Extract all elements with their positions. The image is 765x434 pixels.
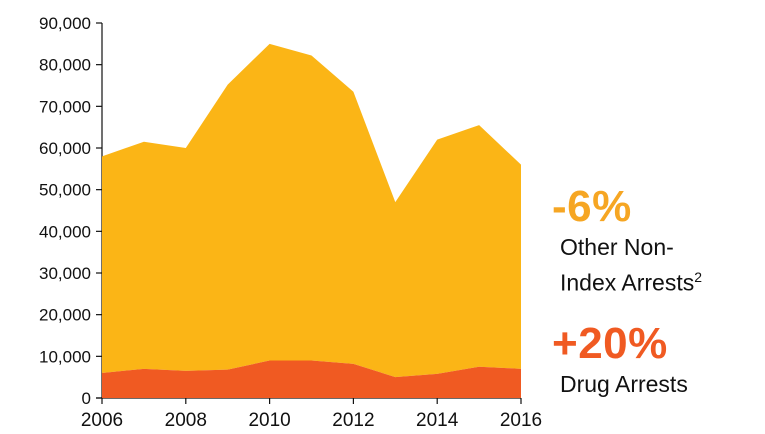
drug-arrests-area xyxy=(102,360,521,398)
y-tick-label: 30,000 xyxy=(39,264,91,283)
y-tick-label: 20,000 xyxy=(39,306,91,325)
y-tick-label: 80,000 xyxy=(39,56,91,75)
x-tick-label: 2014 xyxy=(416,410,459,431)
x-tick-label: 2008 xyxy=(165,410,207,431)
x-tick-label: 2016 xyxy=(500,410,542,431)
x-tick-label: 2010 xyxy=(248,410,290,431)
other-series-label: Other Non- Index Arrests2 xyxy=(560,232,702,298)
other-pct-label: -6% xyxy=(552,182,632,231)
areas-group xyxy=(102,43,521,398)
y-ticks-group: 0 10,000 20,000 30,000 40,000 50,000 60,000 70,… xyxy=(39,14,102,408)
footnote-marker: 2 xyxy=(694,269,703,285)
y-tick-label: 50,000 xyxy=(39,181,91,200)
other-annotation: -6% xyxy=(552,185,632,229)
x-tick-label: 2006 xyxy=(81,410,123,431)
y-tick-label: 90,000 xyxy=(39,14,91,33)
y-tick-label: 10,000 xyxy=(39,347,91,366)
drug-pct-label: +20% xyxy=(552,319,668,368)
drug-series-label: Drug Arrests xyxy=(560,369,688,399)
other-label-line1: Other Non- xyxy=(560,234,674,260)
other-label-line2-text: Index Arrests xyxy=(560,269,695,296)
drug-label-line1: Drug Arrests xyxy=(560,371,688,397)
x-tick-label: 2012 xyxy=(332,410,374,431)
y-tick-label: 70,000 xyxy=(39,97,91,116)
other-label-line2: Index Arrests2 xyxy=(560,262,702,298)
y-tick-label: 40,000 xyxy=(39,222,91,241)
y-tick-label: 0 xyxy=(82,389,91,408)
other-non-index-area xyxy=(102,43,521,378)
x-ticks-group: 2006 2008 2010 2012 2014 2016 xyxy=(81,398,542,431)
drug-annotation: +20% xyxy=(552,322,668,366)
y-tick-label: 60,000 xyxy=(39,139,91,158)
